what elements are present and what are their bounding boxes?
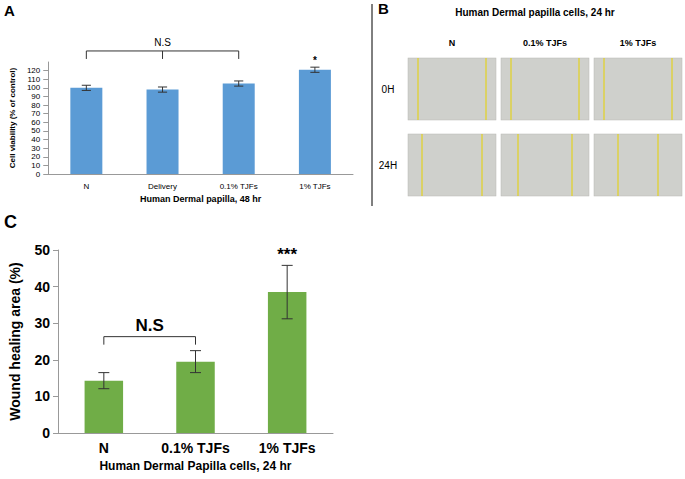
svg-text:1% TJFs: 1% TJFs xyxy=(299,182,330,191)
html-text:C: C xyxy=(4,212,17,232)
svg-text:***: *** xyxy=(277,245,297,264)
svg-text:0.1% TJFs: 0.1% TJFs xyxy=(220,182,258,191)
svg-text:70: 70 xyxy=(31,109,40,118)
svg-text:1% TJFs: 1% TJFs xyxy=(620,38,657,48)
svg-text:Delivery: Delivery xyxy=(148,182,177,191)
svg-text:50: 50 xyxy=(34,242,50,258)
svg-text:Human Dermal papilla, 48 hr: Human Dermal papilla, 48 hr xyxy=(140,194,262,204)
svg-text:Human Dermal Papilla cells, 24: Human Dermal Papilla cells, 24 hr xyxy=(99,459,291,473)
svg-text:40: 40 xyxy=(34,279,50,295)
svg-text:60: 60 xyxy=(31,118,40,127)
svg-text:0.1% TJFs: 0.1% TJFs xyxy=(161,440,230,456)
svg-text:0: 0 xyxy=(36,170,41,179)
svg-text:0.1% TJFs: 0.1% TJFs xyxy=(523,38,567,48)
html-text:B: B xyxy=(378,0,389,17)
svg-text:30: 30 xyxy=(31,144,40,153)
svg-text:Human Dermal papilla cells, 24: Human Dermal papilla cells, 24 hr xyxy=(455,7,615,18)
svg-text:50: 50 xyxy=(31,126,40,135)
svg-text:80: 80 xyxy=(31,101,40,110)
svg-text:120: 120 xyxy=(27,66,41,75)
svg-text:10: 10 xyxy=(31,161,40,170)
svg-text:Cell viability (% of control): Cell viability (% of control) xyxy=(8,67,17,168)
svg-text:N: N xyxy=(99,440,109,456)
svg-text:*: * xyxy=(313,55,317,66)
svg-text:10: 10 xyxy=(34,388,50,404)
svg-text:0: 0 xyxy=(42,425,50,441)
html-text:A: A xyxy=(4,2,15,19)
svg-text:1% TJFs: 1% TJFs xyxy=(259,440,316,456)
svg-text:0H: 0H xyxy=(382,84,395,95)
svg-text:40: 40 xyxy=(31,135,40,144)
svg-text:110: 110 xyxy=(27,75,40,84)
svg-text:100: 100 xyxy=(27,83,41,92)
svg-text:Wound healing area (%): Wound healing area (%) xyxy=(7,262,23,420)
svg-text:30: 30 xyxy=(34,315,50,331)
svg-text:24H: 24H xyxy=(379,160,397,171)
svg-text:N.S: N.S xyxy=(135,316,163,335)
svg-text:90: 90 xyxy=(31,92,40,101)
svg-text:N: N xyxy=(449,38,456,48)
svg-text:20: 20 xyxy=(31,152,40,161)
svg-text:20: 20 xyxy=(34,352,50,368)
svg-text:N.S: N.S xyxy=(154,37,171,48)
svg-text:N: N xyxy=(83,182,89,191)
